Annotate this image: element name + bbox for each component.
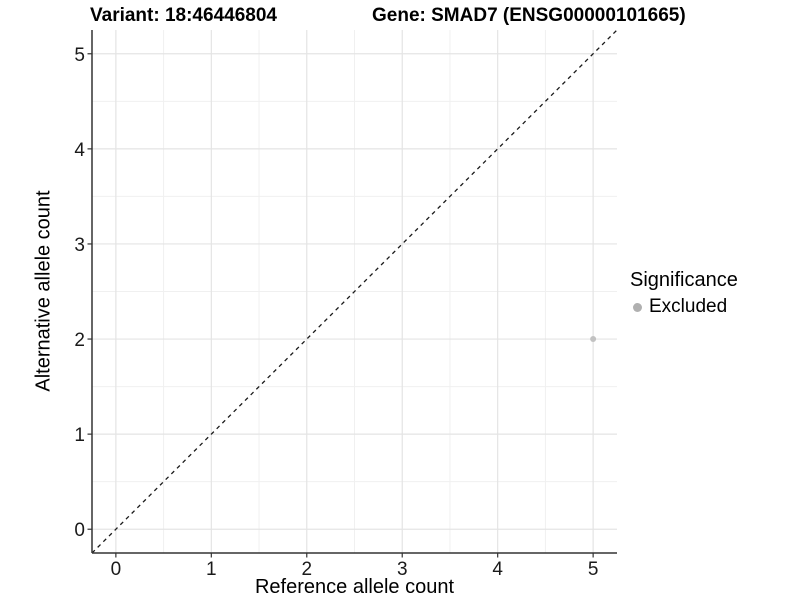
x-tick-label: 2 (301, 559, 312, 580)
legend-key-dot (633, 302, 642, 312)
x-tick-label: 4 (492, 559, 503, 580)
x-tick-label: 0 (111, 559, 122, 580)
legend-title: Significance (630, 269, 738, 291)
identity-dashed-line (91, 29, 618, 554)
y-tick-label: 0 (74, 520, 85, 541)
data-point (590, 336, 597, 343)
x-tick-label: 1 (206, 559, 217, 580)
plot-title-gene: Gene: SMAD7 (ENSG00000101665) (372, 5, 686, 26)
legend-entry-label: Excluded (649, 296, 728, 317)
legend: Significance Excluded (630, 269, 738, 318)
legend-entry: Excluded (630, 296, 738, 318)
x-tick-label: 5 (588, 559, 599, 580)
y-tick-label: 3 (74, 235, 85, 256)
y-tick-label: 5 (74, 45, 85, 66)
y-tick-label: 2 (74, 330, 85, 351)
plot-title-variant: Variant: 18:46446804 (90, 5, 277, 26)
x-tick-label: 3 (397, 559, 408, 580)
y-tick-label: 4 (74, 140, 85, 161)
x-axis-title: Reference allele count (254, 576, 454, 598)
y-axis-title: Alternative allele count (32, 190, 55, 392)
y-tick-label: 1 (74, 425, 85, 446)
